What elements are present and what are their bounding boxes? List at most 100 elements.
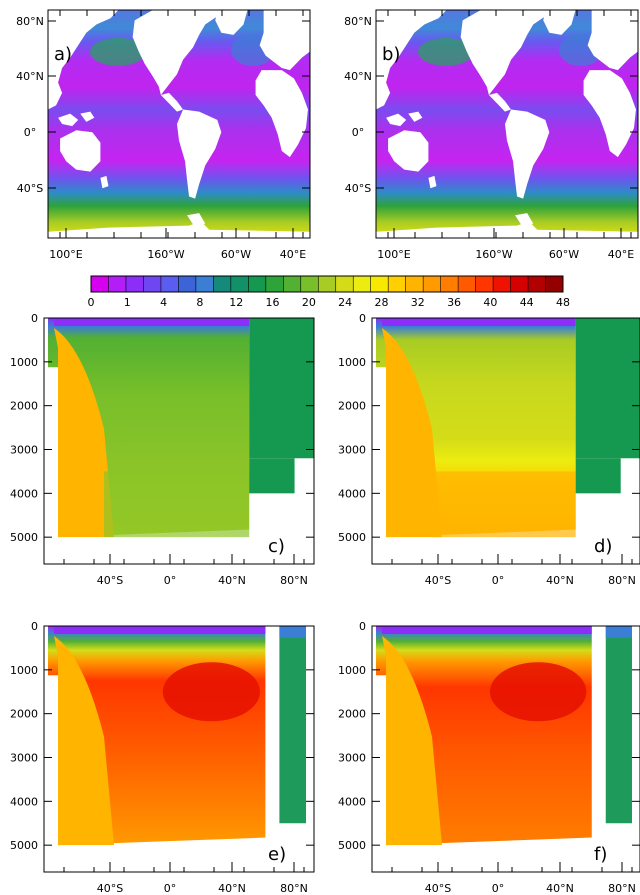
section-frame bbox=[43, 625, 315, 873]
panel-label: d) bbox=[594, 536, 612, 557]
deep-layer bbox=[104, 471, 250, 538]
y-tick-label: 4000 bbox=[10, 487, 38, 500]
deep-core bbox=[489, 662, 587, 722]
y-tick-label: 80°N bbox=[16, 15, 44, 28]
colorbar: 0 1 4 8 12 16 20 24 28 32 36 40 44 48 bbox=[88, 275, 570, 309]
y-tick-label: 5000 bbox=[338, 839, 366, 852]
x-tick-label: 40°S bbox=[425, 574, 451, 587]
section-panel-e: 0 1000 2000 3000 4000 5000 40°S 0° 40°N 80°N e) bbox=[10, 620, 315, 895]
colorbar-swatch bbox=[265, 276, 284, 292]
northern-column-deep bbox=[575, 458, 621, 494]
x-tick-label: 40°N bbox=[546, 574, 574, 587]
colorbar-swatch bbox=[108, 276, 127, 292]
y-tick-label: 0 bbox=[359, 312, 366, 325]
section-panel-d: 0 1000 2000 3000 4000 5000 40°S 0° 40°N 80°N d) bbox=[338, 312, 640, 587]
x-tick-label: 100°E bbox=[377, 248, 410, 261]
x-tick-label: 60°W bbox=[221, 248, 251, 261]
y-tick-label: 3000 bbox=[10, 751, 38, 764]
colorbar-frame bbox=[90, 275, 564, 293]
colorbar-swatch bbox=[545, 276, 564, 292]
y-tick-label: 2000 bbox=[338, 400, 366, 413]
x-tick-label: 80°N bbox=[608, 574, 636, 587]
colorbar-swatch bbox=[160, 276, 179, 292]
section-field-f bbox=[376, 626, 632, 846]
colorbar-label: 4 bbox=[160, 296, 167, 309]
colorbar-swatch bbox=[300, 276, 319, 292]
panel-label: e) bbox=[268, 844, 286, 865]
y-tick-label: 1000 bbox=[338, 664, 366, 677]
north-pacific-patch bbox=[90, 38, 146, 66]
panel-label: a) bbox=[54, 44, 72, 65]
section-panels: 0 1000 2000 3000 4000 5000 40°S 0° 40°N 80°N c) 0 10… bbox=[10, 312, 640, 895]
x-tick-label: 40°S bbox=[425, 882, 451, 895]
x-tick-label: 40°E bbox=[280, 248, 306, 261]
surface-layer bbox=[54, 626, 266, 634]
section-panel-c: 0 1000 2000 3000 4000 5000 40°S 0° 40°N 80°N c) bbox=[10, 312, 315, 587]
section-frame bbox=[371, 625, 640, 873]
panel-label: b) bbox=[382, 44, 400, 65]
colorbar-swatch bbox=[353, 276, 372, 292]
x-tick-label: 0° bbox=[492, 574, 505, 587]
colorbar-label: 8 bbox=[196, 296, 203, 309]
colorbar-label: 28 bbox=[374, 296, 388, 309]
arctic-surface bbox=[279, 626, 306, 638]
y-tick-label: 4000 bbox=[10, 795, 38, 808]
panel-label: f) bbox=[594, 844, 607, 865]
x-tick-label: 0° bbox=[164, 882, 177, 895]
map-field-b bbox=[376, 10, 638, 238]
y-tick-label: 0 bbox=[31, 620, 38, 633]
map-frame bbox=[47, 9, 311, 239]
x-tick-label: 80°N bbox=[280, 882, 308, 895]
colorbar-swatch bbox=[213, 276, 232, 292]
arctic-surface bbox=[605, 626, 632, 638]
colorbar-swatch bbox=[510, 276, 529, 292]
x-tick-label: 160°W bbox=[147, 248, 184, 261]
y-tick-label: 5000 bbox=[10, 531, 38, 544]
x-tick-label: 40°N bbox=[218, 882, 246, 895]
colorbar-swatch bbox=[125, 276, 144, 292]
section-field-c bbox=[48, 318, 314, 538]
y-tick-label: 4000 bbox=[338, 795, 366, 808]
x-tick-label: 100°E bbox=[49, 248, 82, 261]
y-tick-label: 1000 bbox=[338, 356, 366, 369]
colorbar-label: 40 bbox=[483, 296, 497, 309]
x-tick-label: 40°N bbox=[546, 882, 574, 895]
x-tick-label: 40°N bbox=[218, 574, 246, 587]
y-tick-label: 40°N bbox=[16, 70, 44, 83]
map-field-a bbox=[48, 10, 310, 238]
section-panel-f: 0 1000 2000 3000 4000 5000 40°S 0° 40°N 80°N f) bbox=[338, 620, 640, 895]
x-tick-label: 60°W bbox=[549, 248, 579, 261]
y-tick-label: 4000 bbox=[338, 487, 366, 500]
colorbar-label: 44 bbox=[520, 296, 534, 309]
map-panels: 80°N 40°N 0° 40°S 100°E 160°W 60°W 40°E a) 80°N 40… bbox=[16, 9, 639, 261]
north-pacific-patch bbox=[418, 38, 474, 66]
x-tick-label: 40°E bbox=[608, 248, 634, 261]
colorbar-swatch bbox=[440, 276, 459, 292]
section-frame bbox=[43, 317, 315, 565]
map-panel-b: 80°N 40°N 0° 40°S 100°E 160°W 60°W 40°E b) bbox=[344, 9, 639, 261]
map-panel-a: 80°N 40°N 0° 40°S 100°E 160°W 60°W 40°E a) bbox=[16, 9, 311, 261]
section-field-d bbox=[376, 318, 640, 538]
surface-layer bbox=[54, 318, 250, 326]
arctic-column bbox=[279, 626, 306, 824]
colorbar-swatch bbox=[458, 276, 477, 292]
colorbar-label: 24 bbox=[338, 296, 352, 309]
surface-layer bbox=[382, 318, 576, 326]
y-tick-label: 40°S bbox=[17, 182, 43, 195]
southern-tongue bbox=[382, 328, 442, 538]
x-tick-label: 0° bbox=[492, 882, 505, 895]
colorbar-swatch bbox=[230, 276, 249, 292]
x-tick-label: 40°S bbox=[97, 574, 123, 587]
colorbar-swatch bbox=[248, 276, 267, 292]
northern-column bbox=[249, 318, 314, 459]
southern-tongue bbox=[54, 328, 114, 538]
x-tick-label: 160°W bbox=[475, 248, 512, 261]
map-frame bbox=[375, 9, 639, 239]
colorbar-swatch bbox=[318, 276, 337, 292]
colorbar-label: 12 bbox=[229, 296, 243, 309]
colorbar-swatch bbox=[335, 276, 354, 292]
y-tick-label: 80°N bbox=[344, 15, 372, 28]
x-tick-label: 80°N bbox=[608, 882, 636, 895]
deep-layer bbox=[432, 471, 576, 538]
